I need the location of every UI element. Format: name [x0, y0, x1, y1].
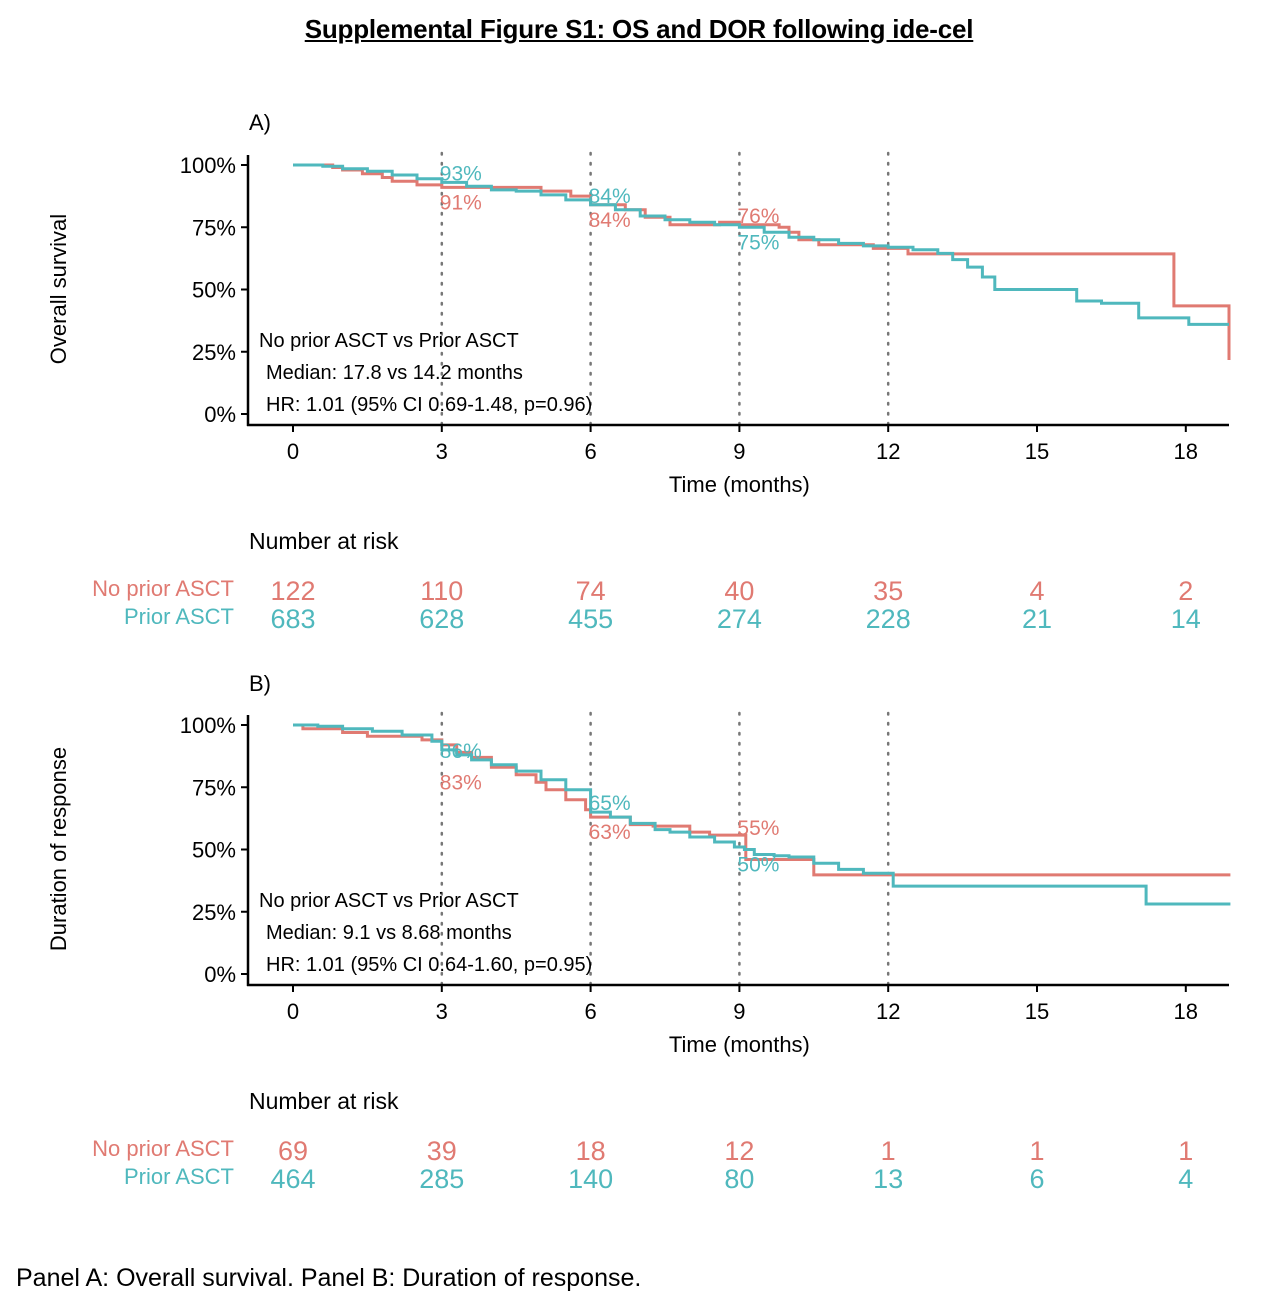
risk-count: 13	[873, 1164, 903, 1194]
panel-a: A) 0% 25% 50% 75% 100% 0 3 6 9 12 15 18 Time (months)…	[46, 110, 1231, 634]
risk-table-title: Number at risk	[249, 528, 399, 554]
x-tick-label: 9	[733, 999, 745, 1024]
x-tick-label: 15	[1025, 439, 1049, 464]
x-tick-label: 3	[436, 999, 448, 1024]
x-axis-label: Time (months)	[669, 1032, 810, 1057]
x-tick-label: 6	[584, 439, 596, 464]
landmark-label: 65%	[589, 792, 631, 815]
landmark-label: 93%	[440, 162, 482, 185]
risk-count: 39	[427, 1136, 457, 1166]
landmark-label: 86%	[440, 740, 482, 763]
risk-count: 464	[270, 1164, 315, 1194]
y-tick-label: 50%	[192, 278, 236, 303]
y-tick-label: 0%	[204, 962, 236, 987]
x-axis-label: Time (months)	[669, 472, 810, 497]
risk-count: 122	[270, 576, 315, 606]
risk-count: 228	[866, 604, 911, 634]
landmark-label: 75%	[737, 231, 779, 254]
risk-count: 6	[1029, 1164, 1044, 1194]
stats-annotation-line: No prior ASCT vs Prior ASCT	[259, 890, 519, 912]
x-tick-label: 18	[1174, 439, 1198, 464]
x-tick-label: 6	[584, 999, 596, 1024]
landmark-label: 63%	[589, 821, 631, 844]
risk-count: 4	[1029, 576, 1044, 606]
x-tick-label: 3	[436, 439, 448, 464]
risk-count: 140	[568, 1164, 613, 1194]
figure-title: Supplemental Figure S1: OS and DOR follo…	[304, 14, 974, 44]
y-tick-label: 100%	[180, 713, 236, 738]
risk-count: 1	[1178, 1136, 1193, 1166]
risk-count: 285	[419, 1164, 464, 1194]
panel-label: B)	[249, 671, 271, 696]
landmark-label: 84%	[589, 209, 631, 232]
x-tick-label: 12	[876, 439, 900, 464]
landmark-label: 91%	[440, 191, 482, 214]
y-tick-label: 25%	[192, 340, 236, 365]
y-axis-label: Overall survival	[46, 214, 71, 364]
y-tick-label: 0%	[204, 402, 236, 427]
landmark-label: 83%	[440, 771, 482, 794]
risk-count: 80	[724, 1164, 754, 1194]
risk-row-label: No prior ASCT	[92, 576, 234, 601]
risk-count: 4	[1178, 1164, 1193, 1194]
y-tick-label: 75%	[192, 215, 236, 240]
x-tick-label: 18	[1174, 999, 1198, 1024]
landmark-label: 50%	[737, 854, 779, 877]
landmark-label: 84%	[589, 185, 631, 208]
x-tick-label: 15	[1025, 999, 1049, 1024]
risk-row-label: No prior ASCT	[92, 1136, 234, 1161]
risk-count: 69	[278, 1136, 308, 1166]
landmark-label: 55%	[737, 817, 779, 840]
risk-row-label: Prior ASCT	[124, 604, 234, 629]
x-tick-label: 0	[287, 999, 299, 1024]
stats-annotation-line: Median: 17.8 vs 14.2 months	[266, 362, 523, 384]
stats-annotation-line: Median: 9.1 vs 8.68 months	[266, 922, 512, 944]
risk-count: 74	[576, 576, 606, 606]
x-tick-label: 0	[287, 439, 299, 464]
km-curve-no-prior-asct	[293, 163, 1231, 360]
x-tick-label: 9	[733, 439, 745, 464]
risk-table-title: Number at risk	[249, 1088, 399, 1114]
risk-count: 628	[419, 604, 464, 634]
risk-count: 1	[1029, 1136, 1044, 1166]
y-axis-label: Duration of response	[46, 747, 71, 951]
risk-count: 683	[270, 604, 315, 634]
risk-count: 40	[724, 576, 754, 606]
km-curve-prior-asct	[293, 163, 1229, 326]
stats-annotation-line: HR: 1.01 (95% CI 0.69-1.48, p=0.96)	[266, 394, 592, 416]
risk-count: 2	[1178, 576, 1193, 606]
risk-count: 14	[1171, 604, 1201, 634]
x-tick-label: 12	[876, 999, 900, 1024]
risk-row-label: Prior ASCT	[124, 1164, 234, 1189]
y-tick-label: 50%	[192, 838, 236, 863]
risk-count: 455	[568, 604, 613, 634]
km-curve-prior-asct	[293, 723, 1231, 906]
risk-count: 21	[1022, 604, 1052, 634]
stats-annotation-line: No prior ASCT vs Prior ASCT	[259, 330, 519, 352]
risk-count: 110	[420, 576, 463, 606]
figure-caption: Panel A: Overall survival. Panel B: Dura…	[16, 1264, 642, 1292]
risk-count: 1	[881, 1136, 896, 1166]
risk-count: 35	[873, 576, 903, 606]
panel-label: A)	[249, 110, 271, 135]
landmark-label: 76%	[737, 205, 779, 228]
y-tick-label: 100%	[180, 153, 236, 178]
km-curve-no-prior-asct	[293, 723, 1231, 877]
y-tick-label: 75%	[192, 775, 236, 800]
stats-annotation-line: HR: 1.01 (95% CI 0.64-1.60, p=0.95)	[266, 954, 592, 976]
y-tick-label: 25%	[192, 900, 236, 925]
risk-count: 12	[724, 1136, 754, 1166]
risk-count: 18	[576, 1136, 606, 1166]
risk-count: 274	[717, 604, 762, 634]
